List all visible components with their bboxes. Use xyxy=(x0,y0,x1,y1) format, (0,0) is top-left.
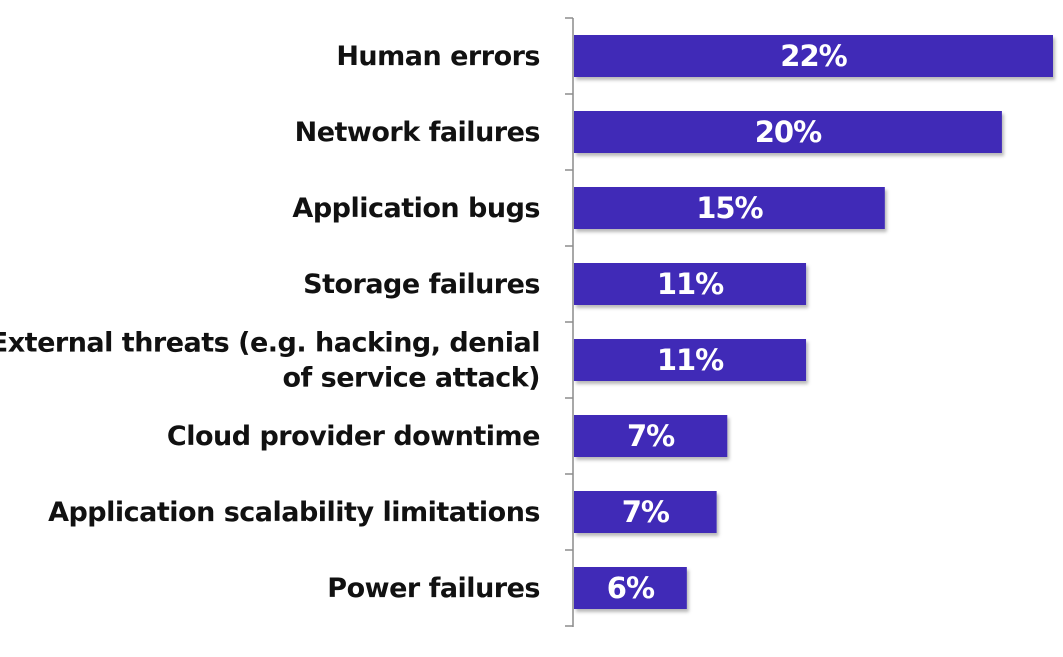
data-label: 11% xyxy=(657,343,724,377)
category-labels: Human errors Network failures Application … xyxy=(0,41,541,604)
bar xyxy=(574,111,1002,153)
data-label: 20% xyxy=(755,115,822,149)
category-label: Application bugs xyxy=(292,193,540,224)
data-label: 6% xyxy=(607,571,655,605)
data-label: 11% xyxy=(657,267,724,301)
bar xyxy=(574,187,885,229)
bar xyxy=(574,415,728,457)
bar xyxy=(574,339,807,381)
bar xyxy=(574,567,687,609)
category-label: Storage failures xyxy=(303,269,540,300)
data-label: 15% xyxy=(696,191,763,225)
category-label: Network failures xyxy=(295,117,540,148)
data-label: 7% xyxy=(622,495,670,529)
category-label: Cloud provider downtime xyxy=(167,421,540,452)
bar xyxy=(574,35,1053,77)
bar xyxy=(574,263,807,305)
category-label: Power failures xyxy=(327,573,540,604)
category-label: Human errors xyxy=(336,41,540,72)
bars xyxy=(574,35,1053,609)
category-label: Application scalability limitations xyxy=(48,497,540,528)
category-label: External threats (e.g. hacking, denial of… xyxy=(0,328,540,394)
value-labels: 22% 20% 15% 11% 11% 7% 7% 6% xyxy=(607,39,849,605)
category-axis xyxy=(565,17,574,627)
bar xyxy=(574,491,717,533)
data-label: 22% xyxy=(780,39,847,73)
data-label: 7% xyxy=(627,419,675,453)
